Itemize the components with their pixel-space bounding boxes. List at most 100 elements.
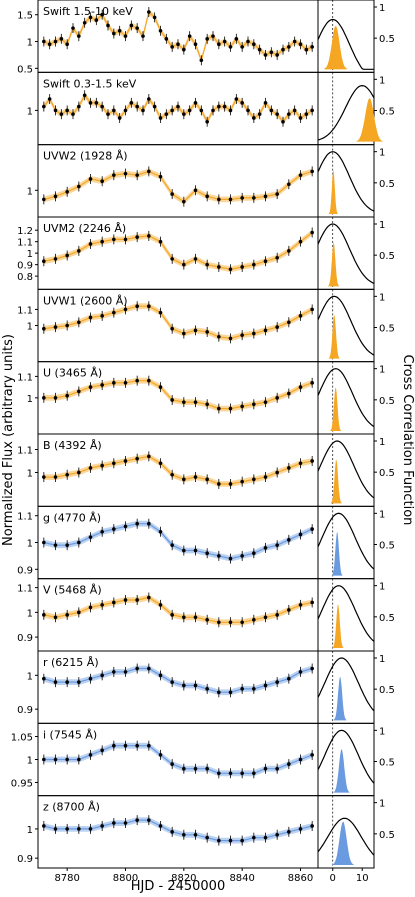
data-point [240, 771, 244, 776]
data-point [222, 104, 227, 109]
data-point [298, 239, 303, 244]
data-point [88, 177, 93, 181]
data-point [135, 743, 139, 748]
data-point [205, 262, 209, 267]
data-point [234, 37, 239, 41]
data-point [263, 53, 268, 57]
data-point [217, 406, 221, 411]
model-band [43, 229, 313, 273]
data-point [228, 45, 233, 49]
data-point [182, 400, 186, 404]
data-point [77, 34, 81, 38]
data-point [217, 690, 221, 695]
panel-7: 1.1 1 0.9 g (4770 Å) 0.5 1 [17, 505, 395, 580]
y-tick-label: 1 [27, 38, 33, 49]
y-tick-label: 0.95 [11, 778, 33, 789]
data-point [310, 527, 314, 531]
data-point [123, 459, 128, 463]
data-point [123, 743, 128, 748]
data-point [170, 543, 174, 547]
data-point [298, 385, 303, 389]
data-point [100, 603, 104, 607]
data-point [42, 824, 46, 828]
data-point [310, 108, 314, 113]
y-tick-label: 1.1 [17, 584, 33, 595]
data-point [65, 680, 69, 684]
data-point [53, 325, 58, 329]
data-point [88, 385, 93, 389]
data-point [182, 832, 186, 837]
y-tick-label: 1.2 [17, 226, 33, 237]
data-point [112, 310, 116, 315]
data-point [292, 39, 297, 44]
data-point [147, 595, 151, 600]
data-point [298, 42, 303, 47]
data-point [88, 605, 93, 610]
data-point [123, 598, 128, 602]
data-point [240, 687, 244, 691]
data-point [100, 529, 104, 534]
data-point [170, 257, 174, 261]
panel-title: B (4392 Å) [43, 439, 102, 452]
data-point [217, 265, 221, 269]
model-line [43, 745, 313, 774]
data-point [182, 683, 186, 688]
data-point [135, 304, 139, 309]
ccf-y-tick-label: 1 [379, 220, 385, 231]
model-line [43, 305, 313, 340]
data-point [158, 29, 163, 33]
data-point [275, 325, 279, 329]
data-point [252, 116, 256, 120]
ccf-frame [317, 433, 375, 507]
ccf-y-tick-label: 1 [379, 365, 385, 376]
ccf-y-tick-label: 1 [379, 799, 385, 810]
data-point [263, 766, 268, 771]
data-point [252, 331, 256, 336]
data-point [182, 766, 186, 771]
y-tick-label: 0.9 [17, 565, 33, 576]
data-point [42, 540, 46, 545]
data-point [310, 824, 314, 828]
data-point [170, 398, 174, 402]
ccf-y-tick-label: 1 [379, 437, 385, 448]
ccf-frame [317, 288, 375, 363]
data-point [123, 821, 128, 825]
ccf-y-tick-label: 0.5 [379, 468, 395, 479]
data-point [147, 743, 151, 748]
data-point [129, 23, 134, 28]
ccf-y-tick-label: 0.5 [379, 396, 395, 407]
data-point [42, 104, 46, 109]
data-point [217, 334, 221, 339]
data-point [77, 249, 81, 253]
data-point [275, 613, 279, 617]
panel-2: 1 UVW2 (1928 Å) 0.5 1 [27, 144, 395, 218]
data-point [135, 173, 139, 177]
model-line [43, 380, 313, 410]
data-point [240, 265, 244, 269]
data-point [193, 42, 198, 47]
ccf-y-tick-label: 0.5 [379, 251, 395, 262]
data-point [298, 116, 303, 120]
data-point [112, 237, 116, 242]
ccf-y-tick-label: 1 [379, 654, 385, 665]
data-point [240, 620, 244, 625]
data-point [275, 396, 279, 400]
data-point [182, 47, 186, 52]
data-point [252, 477, 256, 482]
data-point [65, 393, 69, 398]
panel-title: i (7545 Å) [43, 728, 97, 741]
data-point [310, 307, 314, 312]
data-point [176, 42, 180, 47]
data-point [187, 108, 192, 113]
data-point [228, 406, 233, 411]
x-tick-label: 8820 [171, 873, 196, 884]
data-point [135, 456, 139, 461]
y-tick-label: 1 [27, 394, 33, 405]
data-point [100, 239, 104, 244]
data-point [147, 666, 151, 671]
data-point [205, 37, 209, 41]
data-point [263, 101, 268, 105]
y-tick-label: 1 [27, 825, 33, 836]
y-tick-label: 0.8 [17, 272, 33, 283]
